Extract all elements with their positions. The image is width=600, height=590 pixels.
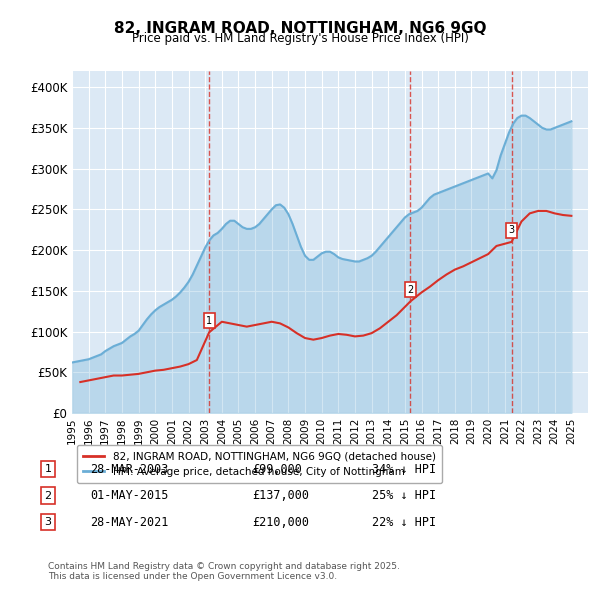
- Text: 28-MAY-2021: 28-MAY-2021: [90, 516, 169, 529]
- Text: 34% ↓ HPI: 34% ↓ HPI: [372, 463, 436, 476]
- Text: 22% ↓ HPI: 22% ↓ HPI: [372, 516, 436, 529]
- Text: 28-MAR-2003: 28-MAR-2003: [90, 463, 169, 476]
- Text: £210,000: £210,000: [252, 516, 309, 529]
- Text: 1: 1: [206, 316, 212, 326]
- Text: £99,000: £99,000: [252, 463, 302, 476]
- Text: 1: 1: [44, 464, 52, 474]
- Text: Contains HM Land Registry data © Crown copyright and database right 2025.
This d: Contains HM Land Registry data © Crown c…: [48, 562, 400, 581]
- Text: 01-MAY-2015: 01-MAY-2015: [90, 489, 169, 502]
- Text: 3: 3: [509, 225, 515, 235]
- Text: 3: 3: [44, 517, 52, 527]
- Legend: 82, INGRAM ROAD, NOTTINGHAM, NG6 9GQ (detached house), HPI: Average price, detac: 82, INGRAM ROAD, NOTTINGHAM, NG6 9GQ (de…: [77, 445, 442, 483]
- Text: £137,000: £137,000: [252, 489, 309, 502]
- Text: 25% ↓ HPI: 25% ↓ HPI: [372, 489, 436, 502]
- Text: 2: 2: [44, 491, 52, 500]
- Text: 2: 2: [407, 285, 413, 295]
- Text: Price paid vs. HM Land Registry's House Price Index (HPI): Price paid vs. HM Land Registry's House …: [131, 32, 469, 45]
- Text: 82, INGRAM ROAD, NOTTINGHAM, NG6 9GQ: 82, INGRAM ROAD, NOTTINGHAM, NG6 9GQ: [114, 21, 486, 35]
